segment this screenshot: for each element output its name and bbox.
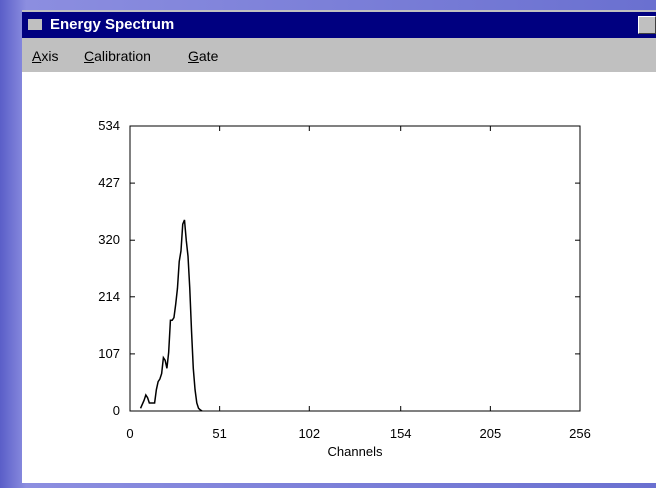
- window-title: Energy Spectrum: [50, 12, 174, 38]
- x-tick-label: 205: [480, 426, 502, 441]
- y-tick-label: 107: [98, 346, 120, 361]
- y-tick-label: 320: [98, 232, 120, 247]
- client-area: Channels 0 107 214 320 427 534 0 51 102 154 205 256: [22, 72, 656, 483]
- x-tick-label: 0: [126, 426, 133, 441]
- y-tick-label: 427: [98, 175, 120, 190]
- x-tick-label: 102: [298, 426, 320, 441]
- page: Energy Spectrum Axis Calibration Gate Ch…: [0, 0, 656, 483]
- y-tick-label: 214: [98, 289, 120, 304]
- x-tick-label: 51: [212, 426, 226, 441]
- spectrum-line: [141, 220, 203, 411]
- chart: Channels 0 107 214 320 427 534 0 51 102 154 205 256: [22, 72, 656, 483]
- menu-item[interactable]: Calibration: [84, 48, 151, 64]
- menu-item[interactable]: Gate: [188, 48, 218, 64]
- y-tick-label: 0: [113, 403, 120, 418]
- app-icon: [28, 19, 42, 30]
- menu-item[interactable]: Axis: [32, 48, 58, 64]
- x-axis-label: Channels: [328, 444, 383, 459]
- x-tick-label: 154: [390, 426, 412, 441]
- menu-bar: Axis Calibration Gate: [22, 40, 656, 72]
- close-button[interactable]: [638, 16, 656, 34]
- window: Energy Spectrum Axis Calibration Gate Ch…: [22, 10, 656, 483]
- y-tick-label: 534: [98, 118, 120, 133]
- title-bar: Energy Spectrum: [22, 12, 656, 38]
- x-tick-label: 256: [569, 426, 591, 441]
- plot-frame: [130, 126, 580, 411]
